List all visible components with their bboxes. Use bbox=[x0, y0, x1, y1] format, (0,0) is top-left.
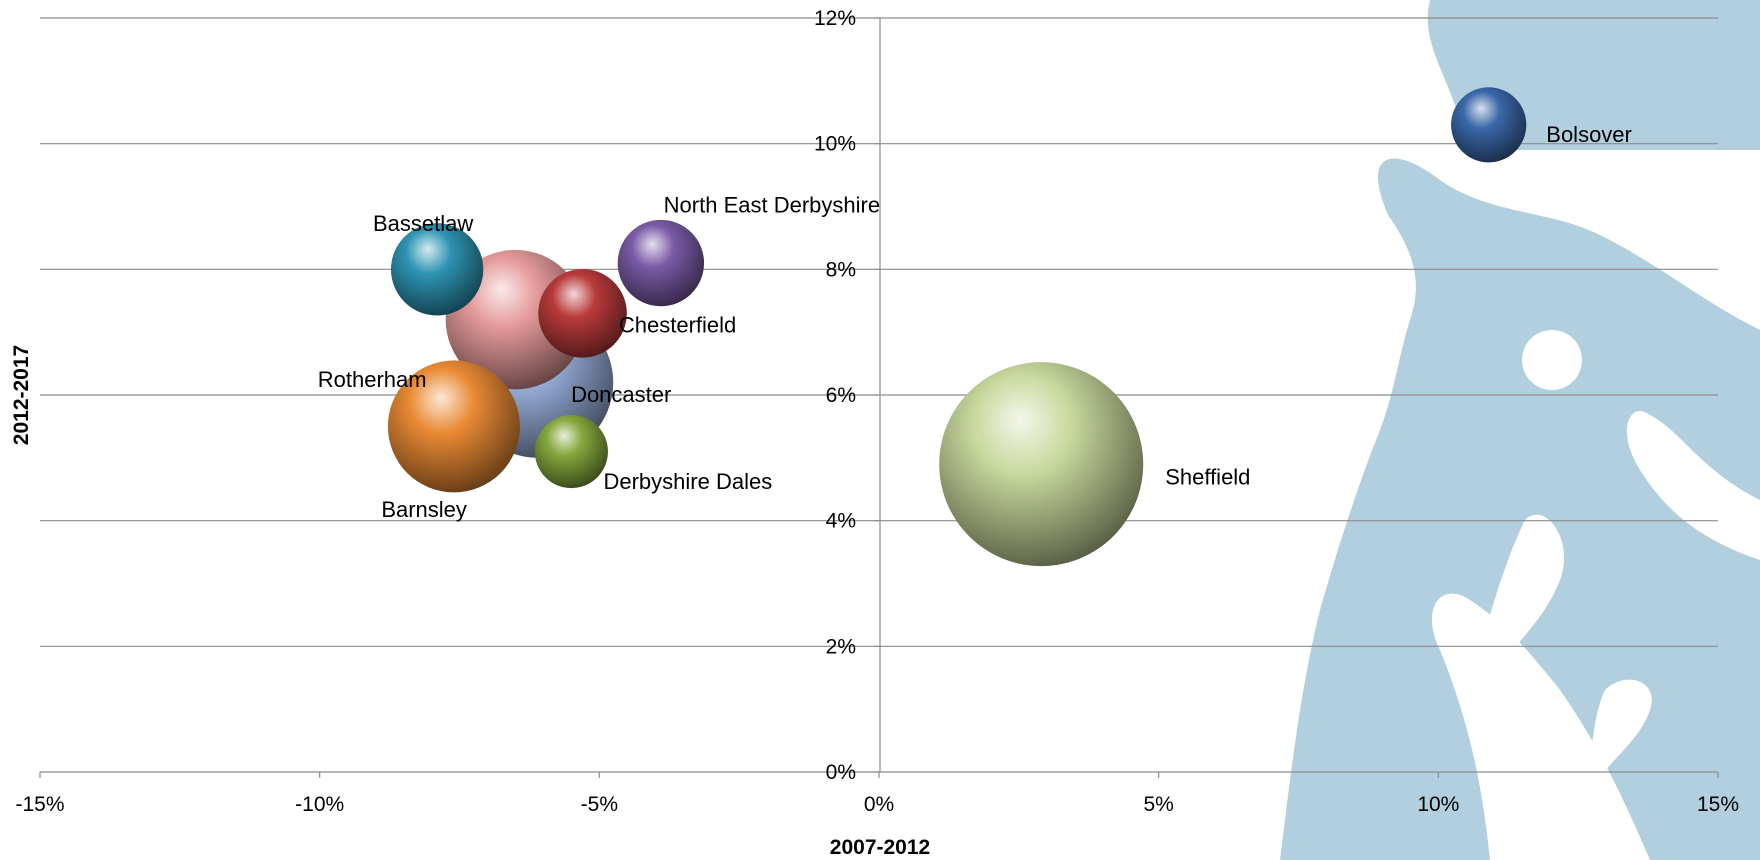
bubble-chesterfield bbox=[538, 269, 627, 358]
axes: 0% 2% 4% 6% 8% 10% 12% -15% -10% -5% 0% 5% 10% 15% bbox=[15, 7, 1739, 816]
bubble-labels: Bolsover Bassetlaw North East Derbyshire Ch… bbox=[318, 122, 1632, 522]
data-label: Derbyshire Dales bbox=[603, 469, 772, 494]
x-tick-label: -10% bbox=[295, 793, 344, 816]
x-axis-title: 2007-2012 bbox=[830, 836, 930, 859]
y-axis-title: 2012-2017 bbox=[10, 345, 33, 445]
data-label: Barnsley bbox=[381, 497, 467, 522]
bubble-bassetlaw bbox=[390, 223, 484, 316]
bubble-sheffield bbox=[939, 362, 1144, 567]
bubble-barnsley bbox=[387, 360, 520, 493]
bubbles bbox=[387, 87, 1527, 567]
data-label: Doncaster bbox=[571, 382, 671, 407]
bubble-bolsover bbox=[1451, 87, 1527, 163]
data-label: Bolsover bbox=[1546, 122, 1632, 147]
bubble-north-east-derbyshire bbox=[617, 219, 705, 307]
bubble-derbyshire-dales bbox=[534, 414, 608, 489]
x-tick-label: -5% bbox=[581, 793, 618, 816]
y-tick-label: 6% bbox=[826, 384, 856, 407]
x-tick-label: 15% bbox=[1697, 793, 1739, 816]
data-label: Bassetlaw bbox=[373, 211, 473, 236]
x-tick-label: 5% bbox=[1143, 793, 1173, 816]
y-tick-label: 2% bbox=[826, 635, 856, 658]
data-label: Sheffield bbox=[1165, 464, 1250, 489]
x-tick-label: 10% bbox=[1417, 793, 1459, 816]
y-tick-label: 0% bbox=[826, 761, 856, 784]
y-tick-label: 8% bbox=[826, 258, 856, 281]
data-label: Chesterfield bbox=[619, 312, 736, 337]
y-tick-label: 4% bbox=[826, 510, 856, 533]
data-label: Rotherham bbox=[318, 367, 427, 392]
y-tick-label: 10% bbox=[814, 133, 856, 156]
x-tick-label: 0% bbox=[864, 793, 894, 816]
y-tick-label: 12% bbox=[814, 7, 856, 30]
x-tick-label: -15% bbox=[15, 793, 64, 816]
data-label: North East Derbyshire bbox=[664, 193, 880, 218]
